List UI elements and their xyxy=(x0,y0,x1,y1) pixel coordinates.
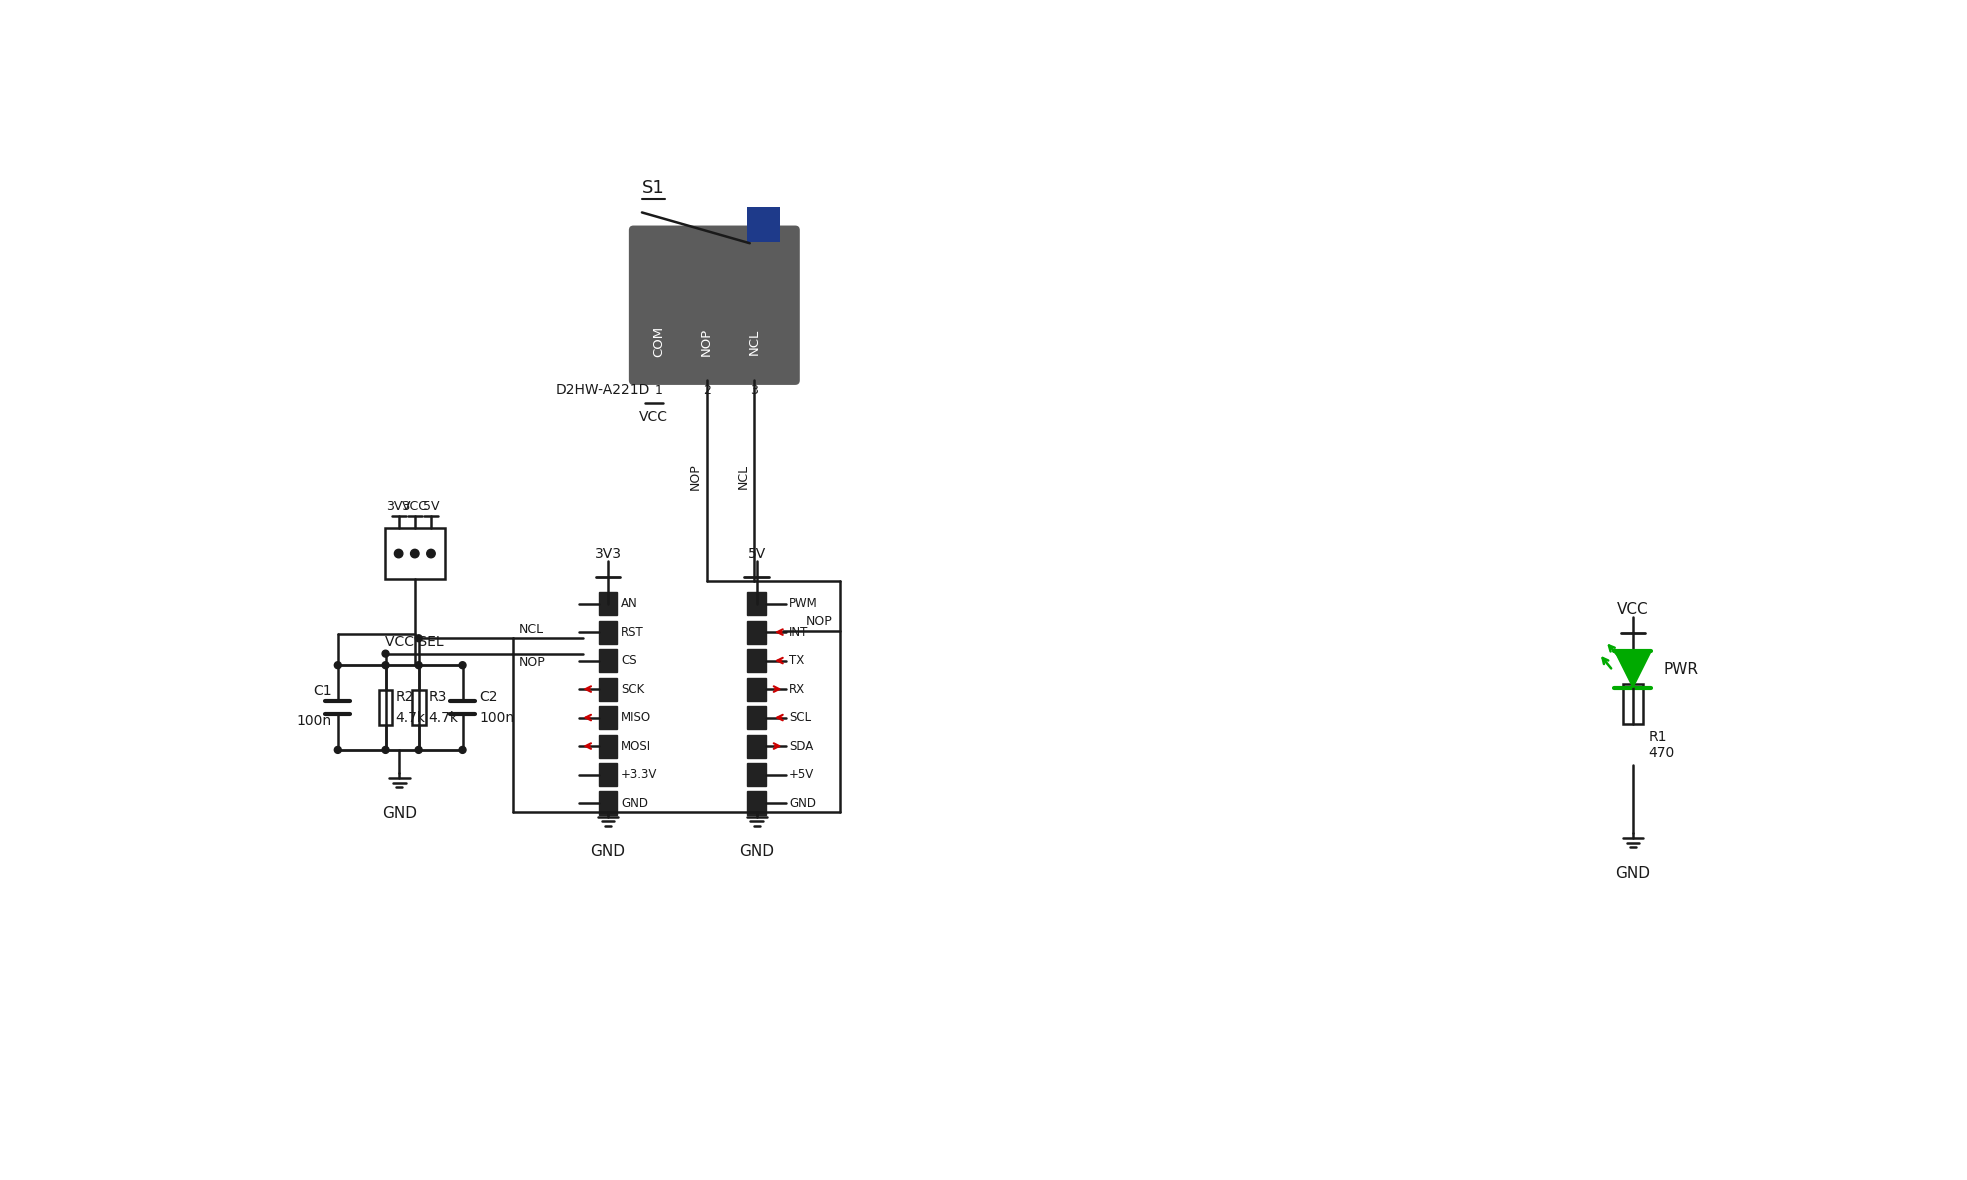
Bar xyxy=(598,792,618,814)
Text: GND: GND xyxy=(590,844,626,859)
Circle shape xyxy=(334,662,340,669)
Text: NOP: NOP xyxy=(805,615,832,628)
Bar xyxy=(598,592,618,615)
Circle shape xyxy=(334,747,340,753)
Text: 100n: 100n xyxy=(480,712,515,726)
Text: MISO: MISO xyxy=(622,712,651,725)
Text: 3V3: 3V3 xyxy=(594,546,622,560)
Text: NCL: NCL xyxy=(519,623,545,636)
Bar xyxy=(598,734,618,758)
Text: 1: 1 xyxy=(655,384,663,396)
Text: VCC: VCC xyxy=(401,500,427,513)
Circle shape xyxy=(382,747,389,753)
Text: GND: GND xyxy=(382,806,417,821)
Circle shape xyxy=(415,662,423,669)
Bar xyxy=(747,706,765,729)
Text: 4.7k: 4.7k xyxy=(429,712,458,726)
Text: NCL: NCL xyxy=(747,329,761,355)
Bar xyxy=(598,706,618,729)
Text: MOSI: MOSI xyxy=(622,740,651,753)
Bar xyxy=(1623,683,1642,725)
Text: RST: RST xyxy=(622,625,643,638)
Text: PWR: PWR xyxy=(1664,662,1699,676)
Text: GND: GND xyxy=(622,796,649,809)
Text: C1: C1 xyxy=(313,683,332,697)
Text: NCL: NCL xyxy=(738,464,749,490)
Bar xyxy=(747,734,765,758)
Bar xyxy=(747,763,765,786)
Text: NOP: NOP xyxy=(688,464,702,490)
Text: GND: GND xyxy=(789,796,816,809)
Text: CS: CS xyxy=(622,654,637,667)
Text: SDA: SDA xyxy=(789,740,812,753)
Text: VCC: VCC xyxy=(1617,602,1648,617)
Circle shape xyxy=(427,550,435,558)
Text: R1: R1 xyxy=(1648,730,1666,745)
Text: 5V: 5V xyxy=(423,500,439,513)
Text: C2: C2 xyxy=(480,690,498,703)
Circle shape xyxy=(411,550,419,558)
Circle shape xyxy=(415,635,423,642)
Circle shape xyxy=(415,747,423,753)
Bar xyxy=(747,649,765,673)
Text: 5V: 5V xyxy=(747,546,765,560)
Text: COM: COM xyxy=(653,326,665,358)
Text: R3: R3 xyxy=(429,690,447,703)
Bar xyxy=(598,649,618,673)
Text: +3.3V: +3.3V xyxy=(622,768,657,781)
Circle shape xyxy=(458,747,466,753)
Text: SCK: SCK xyxy=(622,682,645,695)
Circle shape xyxy=(395,550,403,558)
Bar xyxy=(386,529,445,579)
Text: 3V3: 3V3 xyxy=(386,500,411,513)
Bar xyxy=(598,763,618,786)
Text: PWM: PWM xyxy=(789,597,818,610)
Circle shape xyxy=(382,650,389,657)
Text: +5V: +5V xyxy=(789,768,814,781)
FancyBboxPatch shape xyxy=(629,225,801,385)
Bar xyxy=(747,621,765,643)
Text: VCC SEL: VCC SEL xyxy=(386,635,445,649)
Text: 100n: 100n xyxy=(297,714,332,728)
Circle shape xyxy=(458,662,466,669)
Text: GND: GND xyxy=(1615,866,1650,880)
Bar xyxy=(747,792,765,814)
Text: GND: GND xyxy=(740,844,775,859)
Bar xyxy=(598,621,618,643)
Text: 3: 3 xyxy=(751,384,759,396)
Text: SCL: SCL xyxy=(789,712,810,725)
Text: NOP: NOP xyxy=(519,656,545,669)
Polygon shape xyxy=(1615,650,1652,688)
Bar xyxy=(747,206,779,242)
Bar xyxy=(747,592,765,615)
Circle shape xyxy=(382,662,389,669)
Text: NOP: NOP xyxy=(700,328,714,356)
Text: VCC: VCC xyxy=(639,411,669,425)
Bar xyxy=(598,677,618,701)
Text: S1: S1 xyxy=(641,179,665,197)
Bar xyxy=(378,690,393,726)
Bar xyxy=(747,677,765,701)
Text: INT: INT xyxy=(789,625,808,638)
Text: RX: RX xyxy=(789,682,805,695)
Text: 470: 470 xyxy=(1648,746,1674,760)
Bar xyxy=(411,690,425,726)
Text: 4.7k: 4.7k xyxy=(395,712,425,726)
Text: D2HW-A221D: D2HW-A221D xyxy=(555,384,649,398)
Text: TX: TX xyxy=(789,654,805,667)
Text: R2: R2 xyxy=(395,690,413,703)
Text: AN: AN xyxy=(622,597,637,610)
Text: 2: 2 xyxy=(702,384,710,396)
